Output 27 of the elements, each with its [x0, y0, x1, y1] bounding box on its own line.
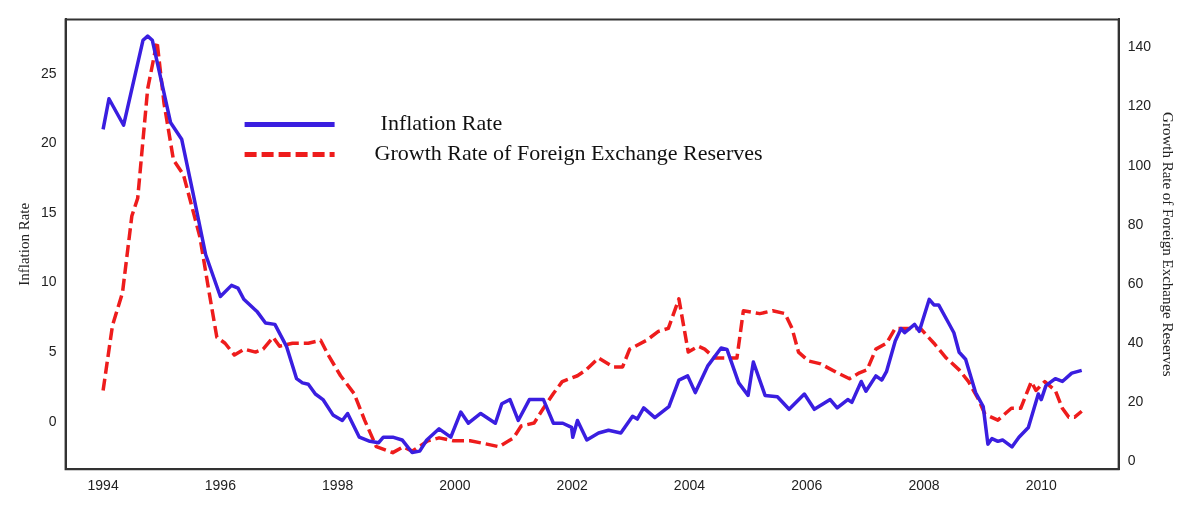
y2-tick-label: 60: [1127, 274, 1144, 291]
x-tick-label: 1994: [87, 477, 119, 494]
y-tick-label: 0: [48, 412, 57, 429]
y2-tick-label: 80: [1127, 215, 1144, 232]
y-tick-label: 25: [40, 64, 57, 81]
x-tick-label: 1998: [322, 477, 354, 494]
legend-label: Growth Rate of Foreign Exchange Reserves: [374, 140, 763, 166]
y-tick-label: 15: [40, 203, 57, 220]
x-tick-label: 2002: [556, 477, 588, 494]
x-tick-label: 2010: [1025, 477, 1058, 494]
y2-tick-label: 0: [1127, 452, 1136, 469]
y2-tick-label: 140: [1127, 38, 1152, 55]
y2-tick-label: 40: [1127, 334, 1144, 351]
x-tick-label: 2000: [439, 477, 471, 494]
x-tick-label: 1996: [204, 477, 237, 494]
x-tick-label: 2004: [673, 477, 706, 494]
legend-label: Inflation Rate: [380, 110, 503, 136]
y2-axis-title: Growth Rate of Foreign Exchange Reserves: [1160, 112, 1177, 377]
y-tick-label: 10: [40, 273, 57, 290]
y2-tick-label: 20: [1127, 393, 1144, 410]
y2-tick-label: 100: [1127, 156, 1152, 173]
x-tick-label: 2006: [791, 477, 823, 494]
y2-tick-label: 120: [1127, 97, 1152, 114]
y-tick-label: 5: [48, 343, 57, 360]
y-tick-label: 20: [40, 134, 57, 151]
x-tick-label: 2008: [908, 477, 940, 494]
y-axis-title: Inflation Rate: [15, 202, 32, 286]
